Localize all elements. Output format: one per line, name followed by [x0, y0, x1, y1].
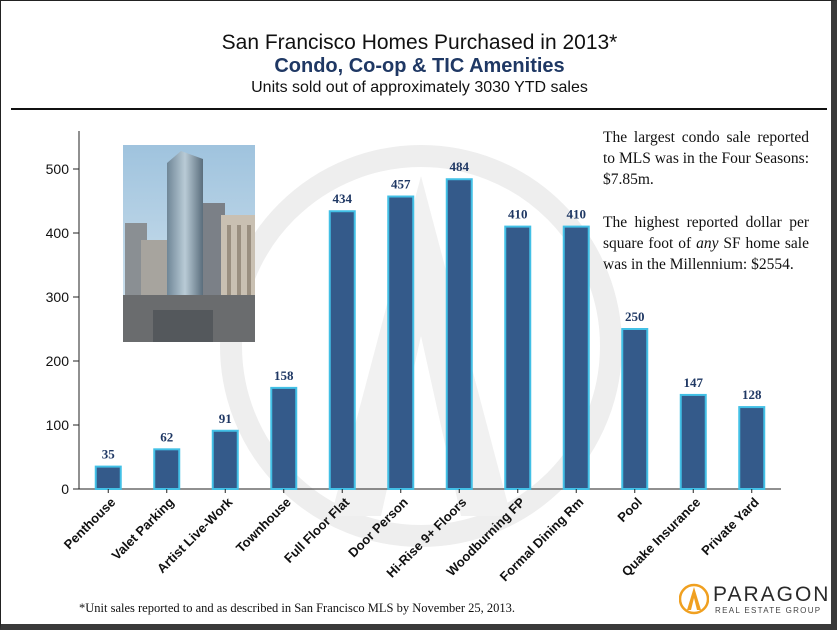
- price-per-sqft-note: The highest reported dollar per square f…: [603, 212, 809, 275]
- y-tick-label: 100: [46, 417, 70, 433]
- bar-value-label: 410: [508, 207, 528, 222]
- x-tick-label: Door Person: [345, 494, 411, 560]
- x-tick-label: Private Yard: [698, 494, 762, 558]
- bar-value-label: 250: [625, 309, 645, 324]
- x-tick-label: Penthouse: [61, 495, 119, 553]
- footnote: *Unit sales reported to and as described…: [79, 601, 516, 615]
- bar-value-label: 457: [391, 177, 411, 192]
- chart-caption: Units sold out of approximately 3030 YTD…: [251, 79, 588, 96]
- bar-value-label: 484: [450, 159, 470, 174]
- chart-title: San Francisco Homes Purchased in 2013*: [221, 31, 618, 54]
- logo-tagline: REAL ESTATE GROUP: [715, 606, 822, 615]
- bar: [621, 328, 649, 490]
- note-emphasis: any: [696, 235, 719, 252]
- bar-value-label: 91: [219, 411, 232, 426]
- y-tick-label: 200: [46, 353, 70, 369]
- note-text-start: The highest reported dollar per square f…: [603, 214, 809, 252]
- bar: [270, 386, 298, 491]
- bar: [679, 393, 707, 491]
- paragon-logo: PARAGON REAL ESTATE GROUP: [679, 581, 829, 617]
- y-tick-label: 0: [61, 481, 69, 497]
- bar: [153, 448, 181, 491]
- bar: [387, 195, 415, 491]
- y-tick-label: 500: [46, 161, 70, 177]
- bar: [445, 178, 473, 491]
- y-tick-label: 300: [46, 289, 70, 305]
- chart-subtitle: Condo, Co-op & TIC Amenities: [274, 55, 565, 77]
- bar: [328, 210, 356, 491]
- bar-value-label: 128: [742, 387, 762, 402]
- bar: [738, 406, 766, 490]
- x-tick-label: Townhouse: [233, 495, 294, 556]
- bar-value-label: 147: [684, 375, 704, 390]
- bar-value-label: 62: [160, 429, 173, 444]
- logo-brand: PARAGON: [713, 583, 831, 606]
- bar: [562, 225, 590, 490]
- largest-sale-note: The largest condo sale reported to MLS w…: [603, 129, 809, 188]
- title-divider: [11, 108, 827, 110]
- note-text-end: SF home sale was in the Millennium: $255…: [603, 235, 809, 273]
- bar-value-label: 158: [274, 368, 294, 383]
- y-tick-label: 400: [46, 225, 70, 241]
- skyscraper-photo: [123, 145, 255, 342]
- bar: [504, 225, 532, 490]
- x-tick-label: Pool: [614, 495, 645, 526]
- bar: [211, 429, 239, 491]
- bar: [94, 465, 122, 491]
- paragon-mark-icon: [679, 583, 709, 615]
- bar-value-label: 434: [333, 191, 353, 206]
- bar-value-label: 410: [567, 207, 587, 222]
- bar-value-label: 35: [102, 447, 116, 462]
